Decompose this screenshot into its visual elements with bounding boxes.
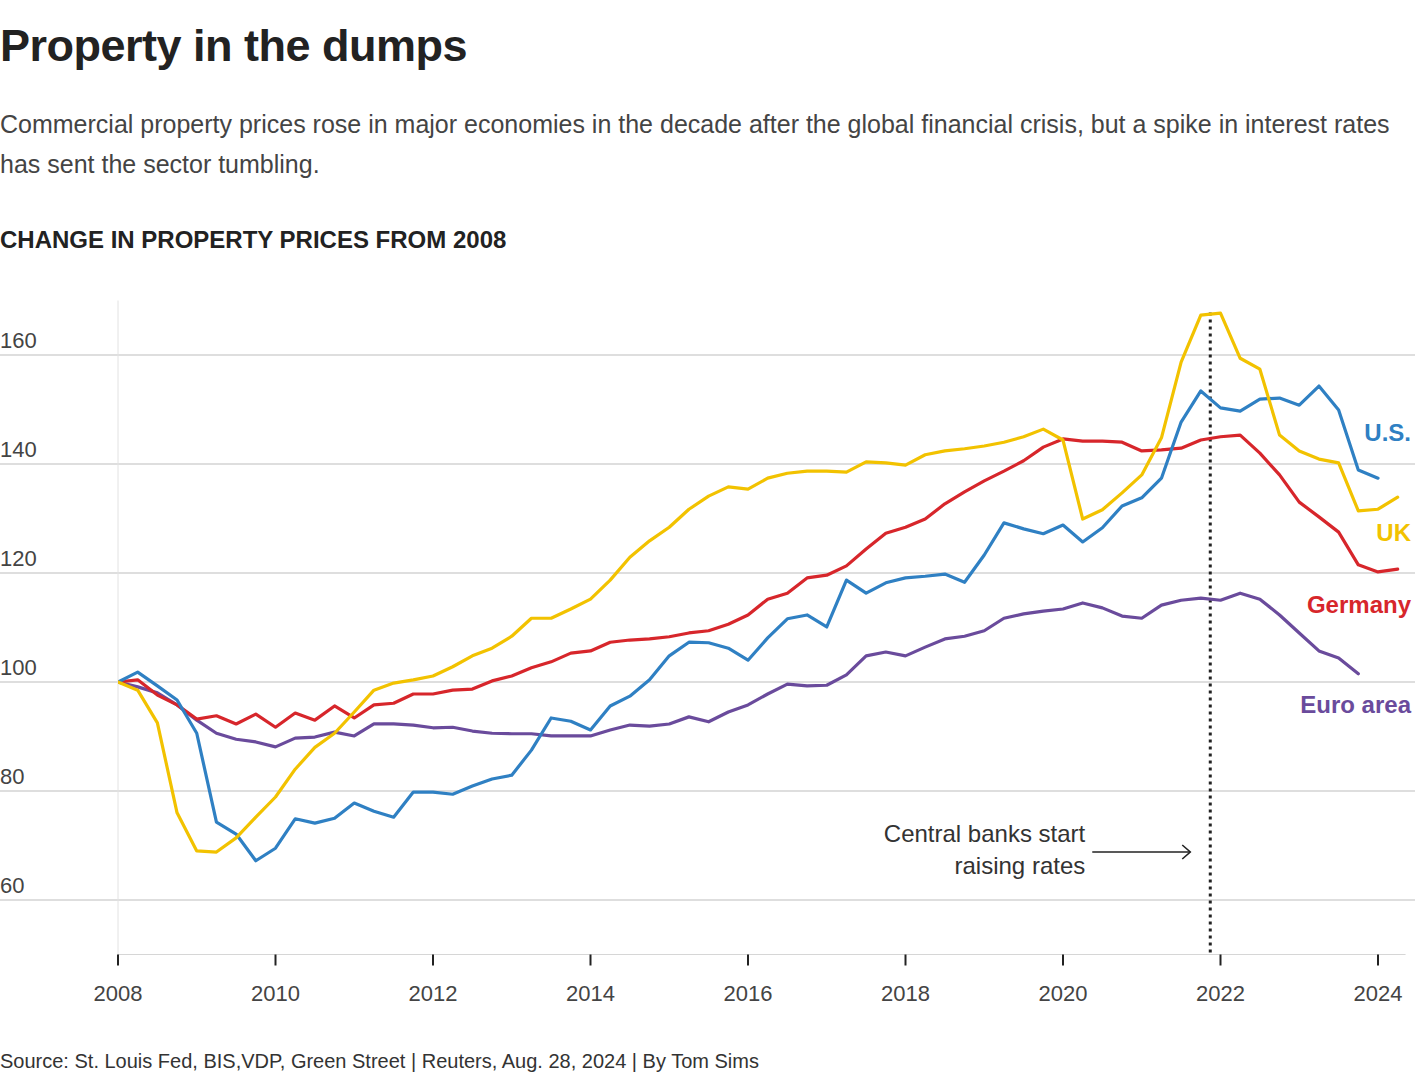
x-tick-label: 2016 (724, 981, 773, 1006)
x-tick-label: 2020 (1039, 981, 1088, 1006)
x-tick (747, 955, 749, 966)
y-tick-label: 100 (0, 655, 37, 680)
y-tick-label: 120 (0, 546, 37, 571)
x-tick-label: 2014 (566, 981, 615, 1006)
annotation-arrowhead (1182, 845, 1190, 859)
source: Source: St. Louis Fed, BIS,VDP, Green St… (0, 1050, 759, 1073)
series-line (118, 386, 1378, 861)
x-tick (1377, 955, 1379, 966)
series-label: Euro area (1300, 691, 1411, 718)
annotation-text: raising rates (955, 852, 1086, 879)
y-tick-label: 60 (0, 873, 24, 898)
grid-line (0, 463, 1415, 464)
annotation-text: Central banks start (884, 820, 1086, 847)
grid-line (0, 899, 1415, 900)
series-line (118, 435, 1398, 727)
series-label: Germany (1307, 591, 1412, 618)
y-tick-label: 160 (0, 328, 37, 353)
x-tick-label: 2022 (1196, 981, 1245, 1006)
x-tick-label: 2018 (881, 981, 930, 1006)
x-tick-label: 2008 (94, 981, 143, 1006)
chart: 60 80 100 120 140 160 2008 2010 2012 2014 2016 2018… (0, 0, 1420, 1086)
x-tick (1220, 955, 1222, 966)
x-axis-line (118, 954, 1406, 955)
annotation-line (1209, 313, 1212, 955)
title: Property in the dumps (0, 20, 467, 72)
x-tick (275, 955, 277, 966)
series-label: UK (1376, 519, 1411, 546)
grid-line (0, 354, 1415, 355)
subtitle: Commercial property prices rose in major… (0, 104, 1412, 184)
x-tick (1062, 955, 1064, 966)
annotation-arrow (1092, 851, 1190, 853)
x-tick (117, 955, 119, 966)
grid-line (0, 790, 1415, 791)
series-label: U.S. (1364, 419, 1411, 446)
grid-line (0, 681, 1415, 682)
x-tick-label: 2024 (1354, 981, 1403, 1006)
x-tick-label: 2010 (251, 981, 300, 1006)
series-group (118, 313, 1398, 861)
y-tick-label: 140 (0, 437, 37, 462)
grid-line (0, 572, 1415, 573)
x-tick (432, 955, 434, 966)
x-tick (905, 955, 907, 966)
y-axis-line (118, 301, 119, 955)
axis-header: CHANGE IN PROPERTY PRICES FROM 2008 (0, 226, 506, 254)
series-line (118, 593, 1358, 747)
series-line (118, 313, 1398, 852)
x-tick (590, 955, 592, 966)
x-tick-label: 2012 (409, 981, 458, 1006)
y-tick-label: 80 (0, 764, 24, 789)
